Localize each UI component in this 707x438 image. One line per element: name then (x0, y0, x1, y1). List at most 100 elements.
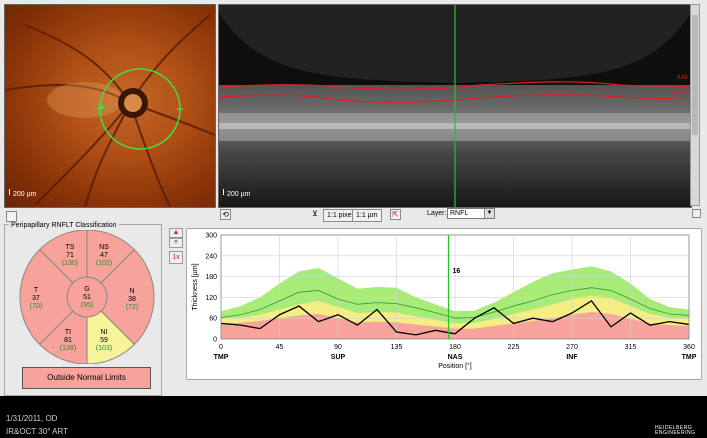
ti-value: 81 (64, 337, 72, 344)
n-label: N 38 (72) (120, 288, 144, 312)
cursor-value-label: 16 (453, 268, 461, 275)
n-value: 38 (128, 296, 136, 303)
y-tick-label: 60 (209, 316, 217, 323)
heidelberg-logo: HEIDELBERG ENGINEERING (655, 426, 696, 436)
classification-result-box: Outside Normal Limits (22, 367, 151, 389)
classification-title: Peripapillary RNFLT Classification (9, 222, 119, 229)
y-tick-label: 180 (205, 274, 217, 281)
t-value: 37 (32, 295, 40, 302)
sector-ni[interactable] (86, 295, 136, 364)
fundus-scale-bar: 200 µm (9, 189, 37, 198)
sector-n[interactable] (86, 248, 155, 346)
ns-value: 47 (100, 252, 108, 259)
layer-select-value: RNFL (450, 210, 469, 217)
fundus-options-button[interactable] (6, 211, 17, 222)
ilm-boundary (219, 81, 691, 90)
oct-scale-label: 200 µm (227, 191, 251, 198)
rnfl-label: RNFL (674, 91, 690, 97)
oct-vertical-scrollbar[interactable] (690, 4, 700, 206)
oct-image (219, 5, 691, 207)
ti-reference: (138) (59, 345, 77, 352)
ts-reference: (130) (61, 260, 79, 267)
pixel-scale-button[interactable]: 1:1 pixel (323, 209, 358, 222)
x-axis-label: Position [°] (438, 362, 472, 370)
x-tick-label: 90 (334, 344, 342, 351)
plot-frame (220, 234, 690, 340)
scroll-down-arrow-icon[interactable]: ▼ (169, 238, 183, 248)
n-id: N (129, 288, 135, 295)
sector-t[interactable] (19, 248, 88, 346)
x-tick-label: 315 (625, 344, 637, 351)
sector-g-global[interactable] (66, 276, 108, 318)
y-tick-label: 0 (213, 337, 217, 344)
ni-id: NI (100, 329, 108, 336)
ni-label: NI 59 (103) (92, 329, 116, 353)
scroll-up-arrow-icon[interactable]: ▲ (169, 228, 183, 238)
brand-line-1: HEIDELBERG (655, 425, 693, 431)
ni-value: 59 (100, 337, 108, 344)
ni-reference: (103) (95, 345, 113, 352)
x-sector-label: SUP (331, 354, 346, 361)
fundus-image[interactable]: 200 µm (4, 4, 216, 208)
layer-label: Layer: (427, 210, 447, 217)
normative-mean-line (220, 287, 690, 319)
panel-corner-button[interactable] (692, 209, 701, 218)
footer-bar (0, 396, 707, 438)
oct-scale-bar: 200 µm (223, 189, 251, 198)
g-label: G 51 (95) (75, 286, 99, 310)
ilm-label: ILM (677, 75, 688, 81)
rnfl-boundary (219, 94, 691, 103)
oct-adjust-icon[interactable]: ⟲ (220, 209, 231, 220)
sector-ti[interactable] (38, 295, 88, 364)
x-sector-label: INF (566, 354, 578, 361)
n-reference: (72) (125, 304, 139, 311)
micron-scale-button[interactable]: 1:1 µm (352, 209, 382, 222)
t-label: T 37 (70) (24, 287, 48, 311)
export-icon[interactable]: ⇱ (390, 209, 401, 220)
x-tick-label: 180 (449, 344, 461, 351)
scrollbar-thumb[interactable] (692, 15, 698, 135)
x-tick-label: 270 (566, 344, 578, 351)
ns-label: NS 47 (102) (92, 244, 116, 268)
x-tick-label: 135 (391, 344, 403, 351)
brand-line-2: ENGINEERING (655, 430, 696, 436)
t-id: T (33, 287, 39, 294)
x-sector-label: TMP (682, 354, 697, 361)
ts-label: TS 71 (130) (58, 244, 82, 268)
oct-bscan[interactable]: ILM RNFL 200 µm (218, 4, 692, 208)
x-tick-label: 225 (508, 344, 520, 351)
sector-pie-chart (19, 230, 155, 364)
exam-date: 1/31/2011, OD (6, 414, 58, 423)
chevron-down-icon[interactable]: ▼ (484, 209, 494, 218)
y-tick-label: 240 (205, 253, 217, 260)
ts-id: TS (65, 244, 75, 251)
fundus-scale-label: 200 µm (13, 191, 37, 198)
scan-mode: IR&OCT 30° ART (6, 427, 69, 436)
g-value: 51 (83, 294, 91, 301)
layer-select[interactable]: RNFL ▼ (447, 208, 495, 219)
ns-reference: (102) (95, 260, 113, 267)
fit-icon[interactable]: ⊻ (312, 209, 318, 218)
x-tick-label: 360 (683, 344, 695, 351)
t-reference: (70) (29, 303, 43, 310)
thickness-profile-panel: 0 60 120 180 240 300 0 45 90 135 180 225 270 315 360 TM… (186, 228, 702, 380)
x-sector-label: NAS (448, 354, 463, 361)
ns-id: NS (99, 244, 109, 251)
ts-value: 71 (66, 252, 74, 259)
patient-thickness-line (220, 300, 690, 336)
x-tick-label: 45 (276, 344, 284, 351)
thickness-chart[interactable]: 0 60 120 180 240 300 0 45 90 135 180 225 270 315 360 TM… (187, 229, 701, 379)
macula-reflex (47, 82, 123, 118)
x-sector-label: TMP (214, 354, 229, 361)
fundus-overlay (5, 14, 215, 207)
x-tick-label: 0 (219, 344, 223, 351)
ti-label: TI 81 (138) (56, 329, 80, 353)
zoom-button[interactable]: 1x (169, 251, 183, 264)
g-id: G (84, 286, 90, 293)
y-tick-label: 300 (205, 233, 217, 240)
optic-cup (124, 94, 142, 112)
scan-direction-arrow (97, 103, 105, 109)
y-axis-label: Thickness [µm] (192, 263, 199, 310)
y-tick-label: 120 (205, 295, 217, 302)
g-reference: (95) (80, 302, 94, 309)
